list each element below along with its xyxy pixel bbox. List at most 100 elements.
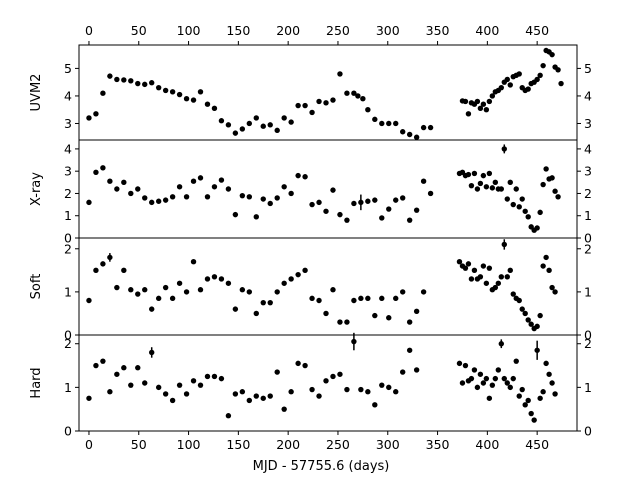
data-point [155,295,162,302]
data-point [351,297,357,304]
data-point [501,375,507,382]
data-point [510,291,516,297]
data-point [344,217,350,223]
data-point [498,341,505,347]
data-point [316,98,322,105]
data-point [552,391,558,397]
data-point [468,276,475,282]
data-point [149,349,155,356]
y-tick-label-left: 4 [64,141,72,156]
data-point [204,101,211,107]
data-point [204,373,211,380]
data-point [531,417,537,423]
data-point [274,369,280,375]
data-point [309,109,315,116]
data-point [365,389,371,395]
y-tick-label-left: 0 [64,424,72,439]
data-point [162,284,169,291]
data-point [510,201,516,208]
data-point [516,393,522,399]
data-point [516,297,522,304]
data-point [211,373,218,380]
data-point [372,197,378,203]
data-point [504,196,510,202]
data-point [516,204,522,210]
data-point [549,284,555,291]
data-point [400,129,406,135]
data-point [393,120,399,127]
data-point [149,306,155,312]
x-tick-label-bottom: 150 [226,437,250,452]
data-point [513,186,519,192]
data-point [379,382,385,388]
data-point [474,98,481,105]
data-point [225,280,232,286]
data-point [358,199,364,206]
data-point [492,375,499,382]
data-point [477,105,484,112]
data-point [498,84,505,91]
data-point [330,373,336,380]
x-tick-label-top: 350 [426,23,450,38]
data-point [232,130,239,136]
x-tick-label-top: 200 [276,23,300,38]
data-point [504,380,510,386]
data-point [135,80,141,87]
data-point [379,215,385,221]
data-point [477,371,484,377]
data-point [546,371,552,377]
y-tick-label-right: 1 [584,208,592,223]
y-tick-label-right: 0 [584,424,592,439]
data-point [274,195,280,201]
data-point [507,82,513,88]
data-point [456,360,463,367]
data-point [465,261,472,267]
data-point [393,197,399,203]
data-point [190,259,197,265]
data-point [218,375,225,382]
data-point [86,199,92,206]
data-point [93,169,99,175]
data-point [176,382,183,388]
data-point [351,200,357,207]
data-point [197,175,204,181]
data-point [155,384,162,391]
data-point [543,254,549,261]
data-point [211,184,218,190]
data-point [162,197,169,203]
data-point [253,393,259,399]
data-point [546,267,552,274]
y-tick-label-left: 1 [64,208,72,223]
data-point [386,384,392,391]
data-point [486,98,493,105]
data-point [555,194,561,200]
y-tick-label-right: 1 [584,380,592,395]
data-point [114,186,120,192]
data-point [427,124,434,131]
data-point [267,200,273,207]
data-point [543,166,549,172]
data-point [413,308,420,314]
data-point [246,397,253,404]
data-point [507,267,513,274]
data-point [486,395,493,401]
data-point [337,71,343,77]
data-point [183,194,190,200]
data-point [534,323,540,330]
data-point [225,186,232,192]
data-point [400,289,406,295]
data-point [128,190,134,197]
y-tick-label-left: 1 [64,380,72,395]
data-point [204,276,211,282]
data-point [253,115,259,121]
data-point [519,196,525,202]
data-point [114,284,120,291]
data-point [100,165,106,171]
data-point [107,389,113,395]
data-point [468,375,475,382]
data-point [537,395,543,401]
data-point [351,90,357,96]
